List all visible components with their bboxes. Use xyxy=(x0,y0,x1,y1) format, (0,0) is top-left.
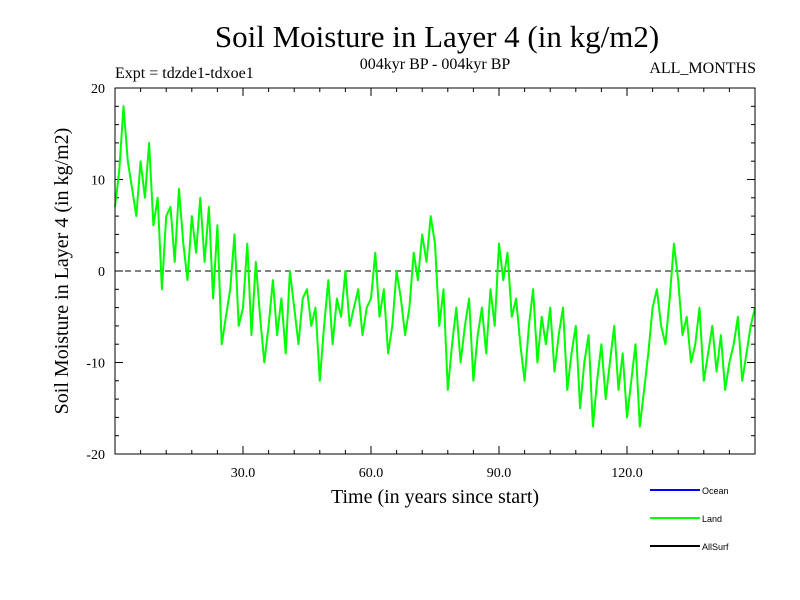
legend: Ocean Land AllSurf xyxy=(650,486,729,552)
chart-title: Soil Moisture in Layer 4 (in kg/m2) xyxy=(215,19,659,54)
plot-frame xyxy=(114,87,756,455)
y-axis-label: Soil Moisture in Layer 4 (in kg/m2) xyxy=(51,128,73,415)
y-tick-label: 10 xyxy=(91,174,105,189)
x-axis-label: Time (in years since start) xyxy=(331,486,539,508)
legend-label-allsurf: AllSurf xyxy=(702,542,729,552)
axis-tick-labels: 30.0 60.0 90.0 120.0 -20 -10 0 10 20 xyxy=(86,82,642,481)
x-tick-label: 30.0 xyxy=(231,466,256,481)
experiment-label: Expt = tdzde1-tdxoe1 xyxy=(115,65,254,82)
x-tick-label: 90.0 xyxy=(487,466,512,481)
legend-label-land: Land xyxy=(702,514,722,524)
months-label: ALL_MONTHS xyxy=(649,60,756,77)
legend-label-ocean: Ocean xyxy=(702,486,729,496)
x-tick-label: 60.0 xyxy=(359,466,384,481)
data-series xyxy=(114,105,756,428)
series-line-land xyxy=(114,105,756,428)
y-tick-label: -20 xyxy=(86,448,105,463)
y-tick-label: 20 xyxy=(91,82,105,97)
y-tick-label: 0 xyxy=(98,265,105,280)
x-tick-label: 120.0 xyxy=(611,466,643,481)
y-tick-label: -10 xyxy=(86,357,105,372)
axis-ticks xyxy=(115,87,755,455)
chart-subtitle: 004kyr BP - 004kyr BP xyxy=(360,56,511,73)
